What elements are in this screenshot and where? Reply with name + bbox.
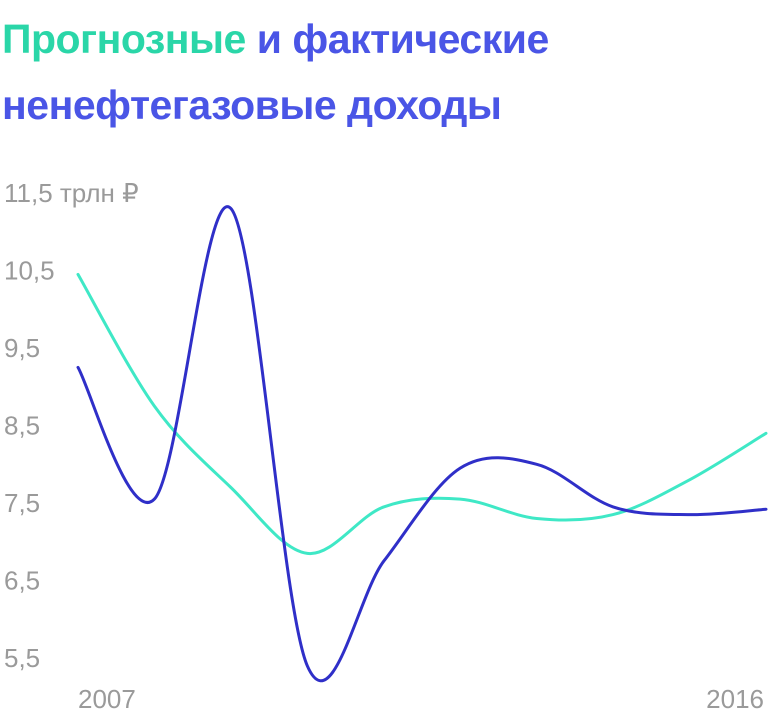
chart-title-actual: и фактические ненефтегазовые доходы xyxy=(2,16,549,128)
x-axis-ticks: 2007 2016 xyxy=(78,684,764,714)
x-tick-label: 2007 xyxy=(78,684,136,714)
y-tick-label: 10,5 xyxy=(4,256,55,286)
y-tick-label: 5,5 xyxy=(4,643,40,673)
y-tick-label: 6,5 xyxy=(4,566,40,596)
y-tick-label: 7,5 xyxy=(4,488,40,518)
x-tick-label: 2016 xyxy=(706,684,764,714)
forecast-series-line xyxy=(76,272,768,555)
y-tick-label: 9,5 xyxy=(4,333,40,363)
y-axis-ticks: 11,5 трлн ₽ 10,5 9,5 8,5 7,5 6,5 5,5 xyxy=(4,178,139,673)
chart-title: Прогнозные и фактические ненефтегазовые … xyxy=(2,6,762,138)
actual-series-line xyxy=(76,205,768,683)
y-tick-label: 8,5 xyxy=(4,411,40,441)
chart-title-forecast: Прогнозные xyxy=(2,16,246,62)
series-lines xyxy=(76,205,768,683)
y-tick-label: 11,5 трлн ₽ xyxy=(4,178,139,208)
